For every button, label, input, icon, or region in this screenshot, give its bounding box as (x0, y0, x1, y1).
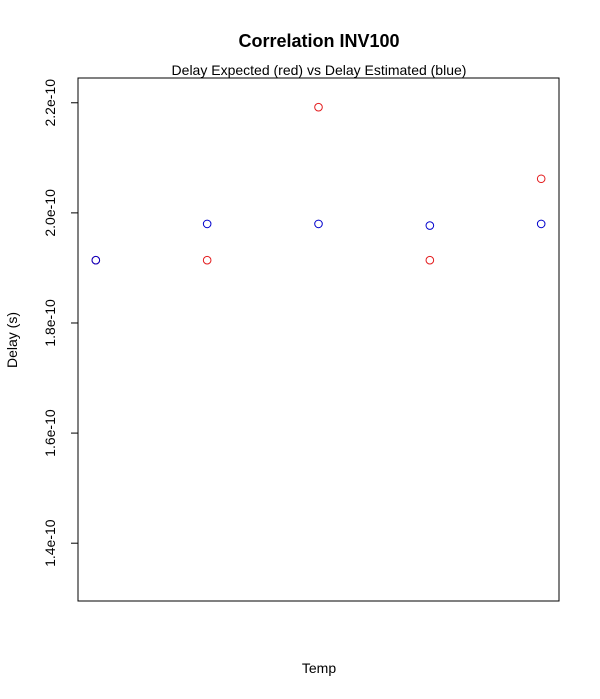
y-axis-label: Delay (s) (4, 312, 20, 368)
y-tick-label: 1.4e-10 (42, 519, 58, 567)
y-tick-label: 2.2e-10 (42, 79, 58, 127)
y-tick-label: 1.8e-10 (42, 299, 58, 347)
expected-delay-point (202, 255, 212, 265)
y-tick-label: 2.0e-10 (42, 189, 58, 237)
expected-delay-point (425, 255, 435, 265)
estimated-delay-point (536, 219, 546, 229)
expected-delay-point (314, 102, 323, 112)
estimated-delay-point (425, 221, 435, 230)
plot-frame (77, 77, 560, 602)
estimated-delay-point (91, 255, 101, 265)
y-tick-label: 1.6e-10 (42, 409, 58, 457)
estimated-delay-point (314, 219, 323, 229)
y-axis: 1.4e-10 1.6e-10 1.8e-10 2.0e-10 2.2e-10 (42, 79, 79, 567)
x-axis-label: Temp (302, 660, 336, 676)
estimated-delay-point (202, 219, 212, 229)
chart-title: Correlation INV100 (238, 31, 399, 51)
data-points (91, 102, 546, 265)
chart-subtitle: Delay Expected (red) vs Delay Estimated … (172, 62, 467, 78)
expected-delay-point (536, 174, 546, 184)
